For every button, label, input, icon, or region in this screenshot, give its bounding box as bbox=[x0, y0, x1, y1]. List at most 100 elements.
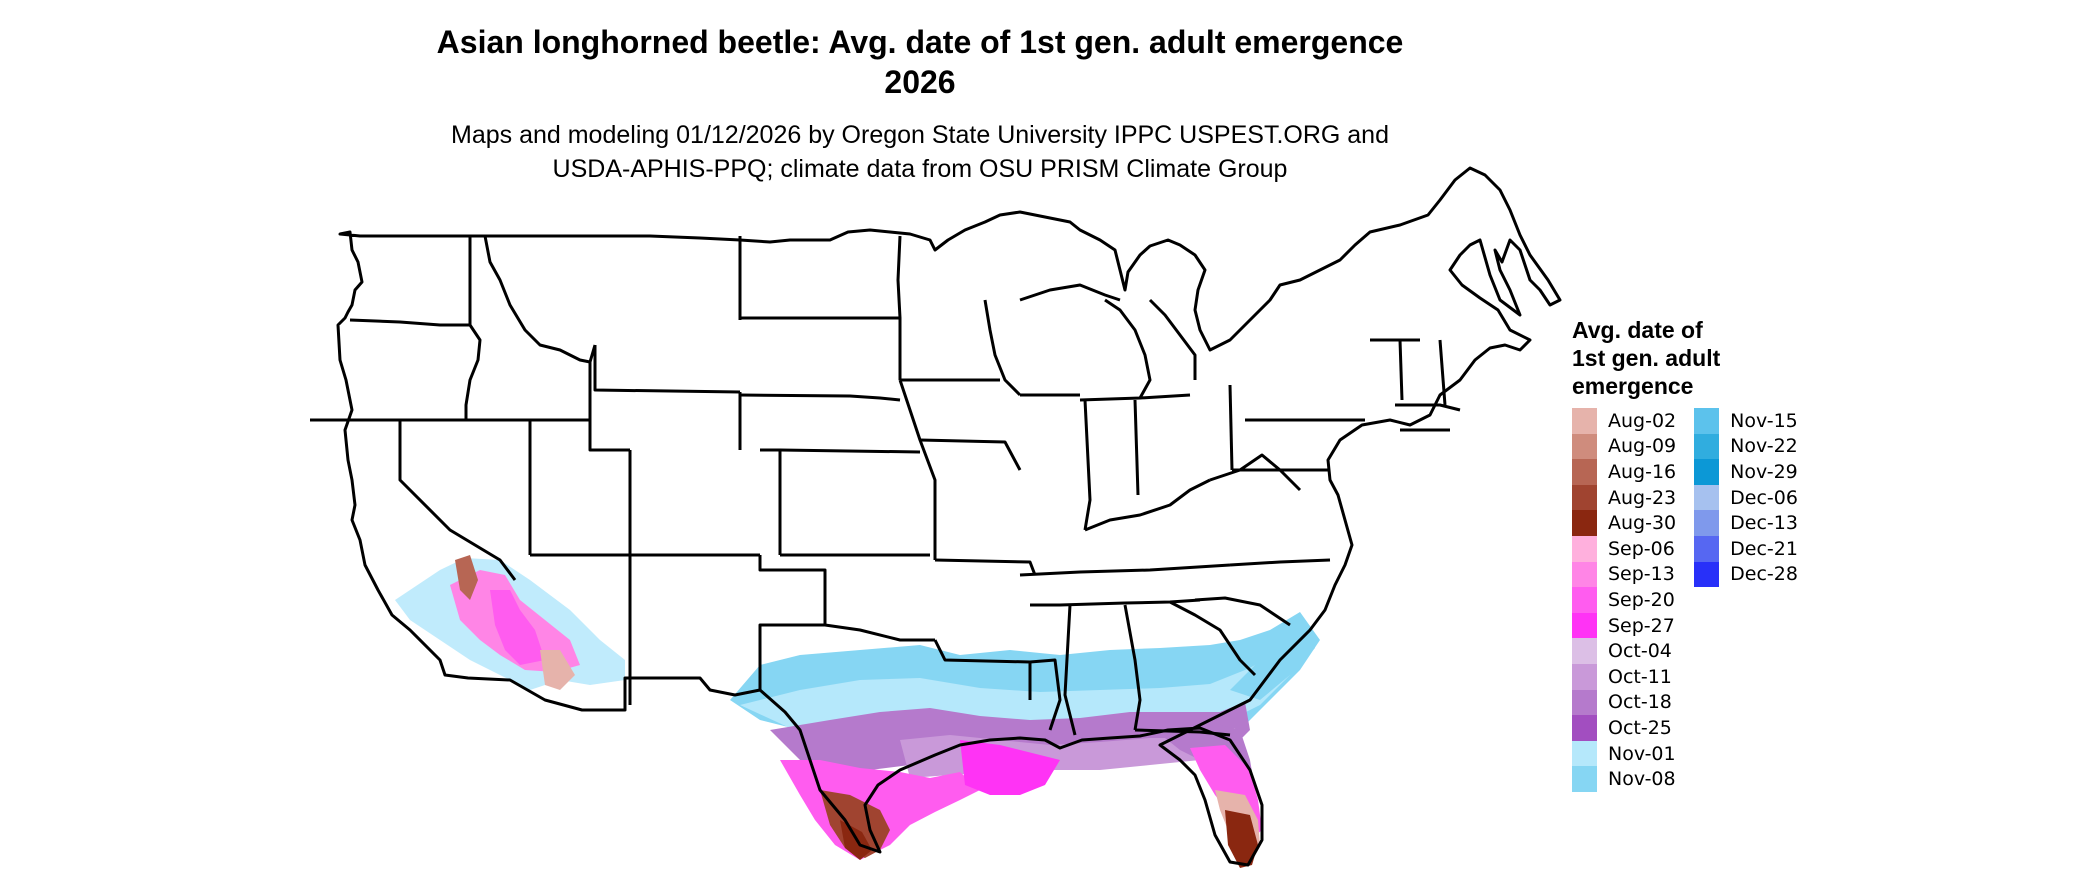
legend-swatch bbox=[1572, 740, 1597, 767]
border-nm-tx bbox=[758, 555, 827, 690]
legend-item: Sep-20 bbox=[1572, 587, 1676, 613]
border-oh-pa bbox=[1228, 384, 1234, 471]
border-ky-north bbox=[1084, 478, 1211, 532]
shade-atlantic-blue bbox=[1230, 625, 1315, 700]
legend-label: Sep-20 bbox=[1608, 588, 1675, 611]
border-mt-wy bbox=[593, 345, 741, 394]
shade-desert-dark bbox=[455, 555, 478, 600]
legend-item: Sep-27 bbox=[1572, 612, 1676, 639]
legend-swatch bbox=[1694, 561, 1720, 588]
legend-swatch bbox=[1572, 663, 1597, 690]
map-subtitle: Maps and modeling 01/12/2026 by Oregon S… bbox=[340, 118, 1500, 186]
legend-swatch bbox=[1572, 510, 1597, 536]
legend-swatch bbox=[1572, 689, 1597, 716]
border-al-ga bbox=[1123, 604, 1142, 731]
legend-label: Oct-25 bbox=[1608, 716, 1672, 739]
legend-item: Nov-15 bbox=[1694, 408, 1798, 434]
legend-item: Aug-16 bbox=[1572, 459, 1676, 485]
legend-column: Aug-02 Aug-09 Aug-16 Aug-23 Aug-30 Sep-06 Sep-… bbox=[1572, 408, 1676, 792]
legend-label: Sep-06 bbox=[1608, 537, 1675, 560]
legend-label: Aug-23 bbox=[1608, 486, 1677, 509]
map-title: Asian longhorned beetle: Avg. date of 1s… bbox=[340, 22, 1500, 102]
border-or-id bbox=[464, 324, 482, 420]
border-co-ks bbox=[760, 448, 782, 555]
subtitle-line-2: USDA-APHIS-PPQ; climate data from OSU PR… bbox=[552, 155, 1288, 183]
legend-label: Oct-04 bbox=[1608, 640, 1672, 663]
legend-label: Aug-09 bbox=[1608, 435, 1677, 458]
border-mi-in-oh bbox=[1079, 393, 1191, 402]
title-line-1: Asian longhorned beetle: Avg. date of 1s… bbox=[436, 24, 1404, 60]
shade-texas-brown bbox=[820, 790, 890, 858]
legend-label: Aug-16 bbox=[1608, 460, 1677, 483]
border-ar-la bbox=[933, 639, 1032, 700]
legend-item: Aug-30 bbox=[1572, 510, 1676, 536]
border-wa-or bbox=[349, 318, 470, 327]
legend-swatch bbox=[1572, 535, 1597, 562]
legend-swatch bbox=[1572, 561, 1597, 588]
legend-label: Dec-06 bbox=[1730, 486, 1798, 509]
border-mo-ar bbox=[934, 558, 1037, 576]
border-tn-south bbox=[1030, 598, 1201, 607]
border-mn-wi bbox=[983, 299, 1022, 397]
legend-swatch bbox=[1572, 766, 1597, 792]
border-nh-me bbox=[1438, 339, 1447, 406]
legend-label: Nov-22 bbox=[1730, 435, 1798, 458]
legend-title-line-1: Avg. date of bbox=[1572, 317, 1703, 343]
legend-item: Nov-22 bbox=[1694, 433, 1798, 460]
legend-swatch bbox=[1572, 433, 1597, 460]
legend-swatch bbox=[1694, 433, 1720, 460]
shade-florida-brown bbox=[1225, 810, 1258, 868]
legend-item: Oct-11 bbox=[1572, 663, 1676, 690]
legend-label: Nov-01 bbox=[1608, 742, 1676, 765]
legend-swatch bbox=[1694, 510, 1720, 536]
emergence-shading bbox=[395, 555, 1320, 868]
legend-columns: Aug-02 Aug-09 Aug-16 Aug-23 Aug-30 Sep-06 Sep-… bbox=[1572, 408, 1932, 792]
border-tn-ky bbox=[1019, 563, 1231, 577]
border-sd-ne bbox=[739, 393, 901, 402]
border-va-nc bbox=[1229, 558, 1331, 567]
legend-item: Oct-18 bbox=[1572, 689, 1676, 716]
legend-title-line-2: 1st gen. adult bbox=[1572, 345, 1721, 371]
border-ok-tx bbox=[824, 623, 935, 642]
legend-label: Nov-08 bbox=[1608, 768, 1676, 791]
legend-item: Oct-25 bbox=[1572, 715, 1676, 741]
legend-swatch bbox=[1572, 612, 1597, 639]
legend-title: Avg. date of 1st gen. adult emergence bbox=[1572, 316, 1932, 400]
legend-item: Oct-04 bbox=[1572, 638, 1676, 664]
legend-item: Dec-06 bbox=[1694, 484, 1798, 511]
legend-label: Nov-29 bbox=[1730, 460, 1798, 483]
legend-swatch bbox=[1694, 408, 1720, 434]
legend-label: Dec-21 bbox=[1730, 537, 1798, 560]
border-ne-ia-mo bbox=[898, 379, 937, 560]
title-line-2: 2026 bbox=[884, 64, 956, 100]
legend-swatch bbox=[1572, 715, 1597, 741]
michigan-up bbox=[1019, 283, 1121, 302]
border-il-in bbox=[1083, 399, 1092, 531]
legend-label: Oct-18 bbox=[1608, 691, 1672, 714]
border-id-mt bbox=[483, 235, 597, 364]
border-ma-south bbox=[1395, 403, 1461, 412]
border-in-oh bbox=[1133, 399, 1140, 496]
legend-label: Aug-02 bbox=[1608, 409, 1677, 432]
border-nc-sc bbox=[1194, 596, 1291, 627]
legend-column: Nov-15 Nov-22 Nov-29 Dec-06 Dec-13 Dec-21 Dec-… bbox=[1694, 408, 1798, 792]
legend-item: Nov-29 bbox=[1694, 459, 1798, 485]
legend-label: Oct-11 bbox=[1608, 665, 1672, 688]
legend-item: Nov-01 bbox=[1572, 740, 1676, 767]
legend-swatch bbox=[1694, 459, 1720, 485]
shade-desert-inner bbox=[490, 590, 545, 665]
border-ne-ks bbox=[779, 448, 921, 454]
legend-label: Nov-15 bbox=[1730, 409, 1798, 432]
shade-desert-light bbox=[540, 650, 575, 690]
border-ga-sc bbox=[1169, 600, 1257, 677]
border-nd-mn bbox=[896, 235, 902, 380]
border-ms-al bbox=[1063, 604, 1077, 736]
border-vt-nh bbox=[1398, 339, 1404, 401]
legend-label: Sep-13 bbox=[1608, 563, 1675, 586]
state-borders bbox=[310, 166, 1562, 867]
legend-item: Aug-23 bbox=[1572, 484, 1677, 511]
legend-swatch bbox=[1572, 638, 1597, 664]
legend-label: Sep-27 bbox=[1608, 614, 1675, 637]
legend-item: Dec-21 bbox=[1694, 535, 1798, 562]
